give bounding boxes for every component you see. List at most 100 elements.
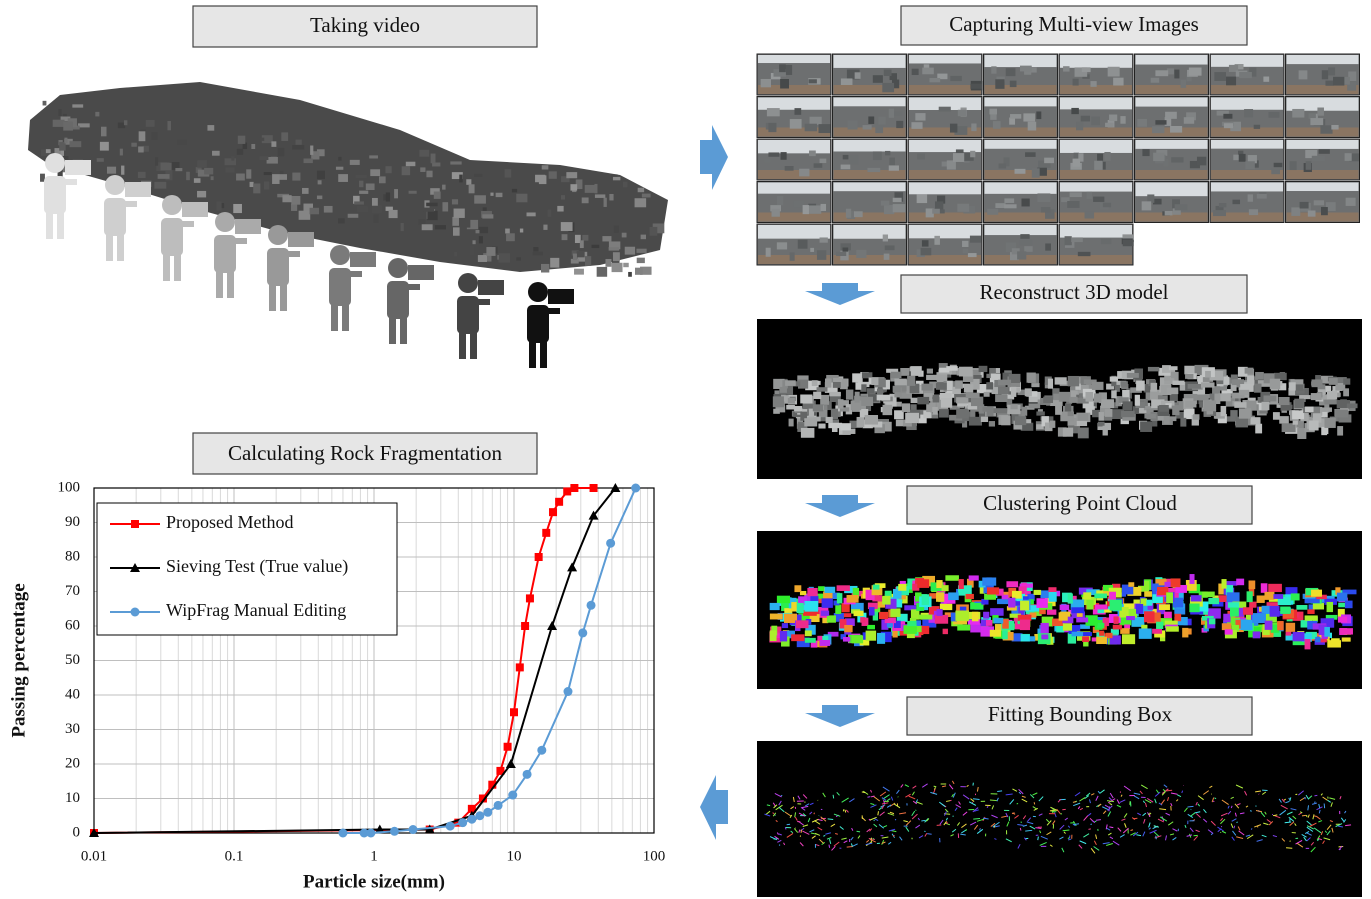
thumb-rock: [1171, 157, 1183, 162]
rock: [423, 208, 434, 212]
point-cluster: [927, 369, 933, 374]
point-cluster: [1253, 631, 1261, 638]
rock: [549, 171, 557, 178]
point-cluster: [794, 406, 802, 411]
rock: [650, 227, 658, 236]
point-cluster: [894, 379, 906, 386]
marker: [508, 791, 517, 800]
point-cluster: [1311, 393, 1322, 400]
thumb-sky: [985, 140, 1057, 149]
bbox-edge: [921, 820, 925, 821]
rock: [642, 194, 651, 198]
rock: [516, 194, 527, 203]
rock: [418, 219, 425, 225]
marker: [555, 498, 563, 506]
thumb-rock: [854, 211, 863, 217]
page: {"steps":{"taking_video":"Taking video",…: [0, 0, 1371, 899]
point-cluster: [800, 395, 812, 404]
camera: [408, 265, 434, 280]
rock: [454, 209, 465, 218]
point-cluster: [1342, 637, 1351, 641]
point-cluster: [1208, 598, 1219, 604]
rock: [641, 235, 646, 240]
point-cluster: [1019, 586, 1027, 590]
point-cluster: [1144, 611, 1155, 622]
point-cluster: [1173, 598, 1183, 608]
point-cluster: [1268, 584, 1282, 592]
thumb-sky: [1060, 98, 1132, 110]
point-cluster: [877, 395, 891, 401]
point-cluster: [1140, 421, 1152, 432]
point-cluster: [1144, 591, 1152, 597]
thumb-rock: [768, 152, 779, 156]
thumb-rock: [767, 108, 780, 116]
thumb-rock: [1181, 80, 1187, 88]
point-cluster: [1312, 379, 1323, 387]
point-cluster: [989, 421, 995, 427]
point-cluster: [1273, 412, 1280, 420]
rock: [295, 140, 301, 145]
thumb-rock: [989, 109, 997, 115]
bbox-edge: [1034, 802, 1035, 804]
thumb-rock: [987, 209, 998, 215]
point-cluster: [1243, 607, 1253, 615]
thumb-rock: [863, 125, 872, 129]
marker: [504, 743, 512, 751]
point-cluster: [959, 579, 964, 589]
thumb-rock: [950, 76, 961, 81]
point-cluster: [829, 392, 841, 396]
rock: [420, 167, 425, 172]
point-cluster: [844, 613, 851, 617]
point-cluster: [837, 593, 843, 603]
bbox-edge: [1038, 837, 1039, 841]
thumb-rock: [1184, 117, 1194, 124]
thumb-rock: [1328, 67, 1335, 75]
point-cluster: [893, 386, 901, 393]
thumb-rock: [881, 201, 889, 206]
point-cluster: [911, 366, 922, 376]
point-cluster: [1261, 583, 1268, 593]
x-axis-label: Particle size(mm): [303, 871, 445, 892]
rock: [478, 255, 487, 262]
thumb-rock: [1017, 251, 1026, 259]
rock: [238, 136, 245, 144]
point-cluster: [1254, 384, 1261, 393]
bbox-edge: [874, 820, 875, 821]
thumb-rock: [1004, 198, 1014, 203]
point-cluster: [1174, 614, 1181, 621]
rock: [231, 156, 234, 161]
marker: [494, 801, 503, 810]
point-cluster: [1025, 388, 1032, 396]
thumb-rock: [896, 121, 903, 128]
thumb-rock: [915, 113, 925, 120]
point-cluster: [770, 614, 783, 620]
thumb-rock: [1291, 207, 1300, 216]
thumb-rock: [1024, 246, 1032, 252]
thumb-rock: [841, 78, 853, 85]
point-cluster: [1078, 413, 1089, 420]
point-cluster: [1252, 613, 1266, 623]
rock: [121, 166, 124, 175]
thumb-rock: [846, 209, 851, 218]
marker: [521, 622, 529, 630]
thumb-rock: [882, 83, 894, 92]
point-cluster: [945, 575, 959, 581]
point-cluster: [1190, 574, 1195, 584]
rock: [359, 181, 363, 187]
rock: [575, 235, 581, 243]
point-cluster: [1343, 378, 1350, 384]
rock: [609, 247, 620, 250]
marker: [516, 663, 524, 671]
thumb-rock: [1312, 156, 1325, 161]
thumb-rock: [1020, 66, 1032, 72]
thumb-rock: [1065, 236, 1072, 245]
arrow-down: [805, 495, 875, 517]
point-cluster: [1127, 373, 1139, 378]
point-cluster: [936, 592, 944, 602]
point-cluster: [918, 615, 932, 620]
point-cluster: [932, 407, 938, 415]
point-cluster: [1047, 609, 1056, 614]
point-cluster: [818, 424, 825, 429]
thumb-rock: [772, 209, 780, 217]
rock: [542, 165, 549, 169]
